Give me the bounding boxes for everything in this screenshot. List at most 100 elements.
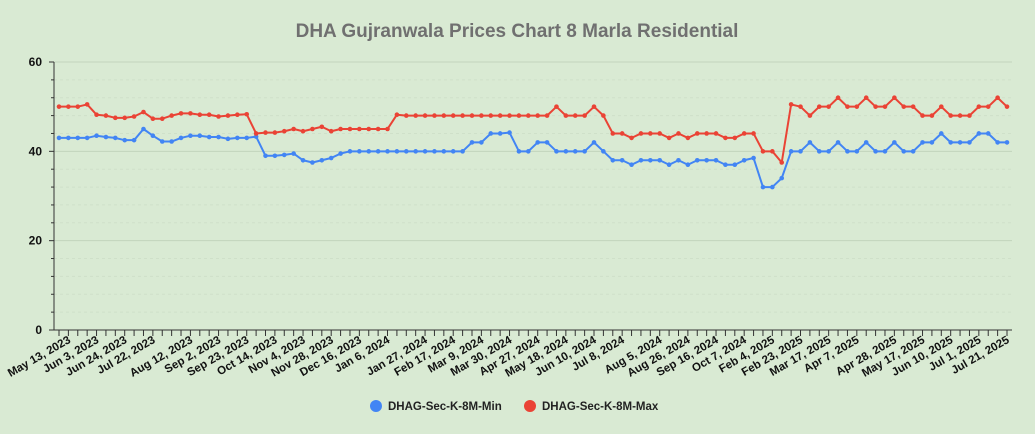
data-point[interactable]: [657, 131, 663, 136]
legend-item-min[interactable]: DHAG-Sec-K-8M-Min: [370, 400, 502, 413]
data-point[interactable]: [150, 133, 156, 138]
data-point[interactable]: [507, 113, 512, 118]
data-point[interactable]: [141, 126, 146, 132]
data-point[interactable]: [244, 135, 250, 141]
data-point[interactable]: [910, 104, 916, 109]
data-point[interactable]: [816, 149, 822, 154]
data-point[interactable]: [863, 95, 869, 101]
data-point[interactable]: [131, 114, 137, 119]
data-point[interactable]: [413, 149, 418, 154]
data-point[interactable]: [469, 113, 475, 118]
data-point[interactable]: [197, 112, 203, 118]
data-point[interactable]: [263, 153, 268, 159]
data-point[interactable]: [328, 155, 334, 161]
data-point[interactable]: [948, 140, 953, 145]
data-point[interactable]: [779, 175, 785, 181]
data-point[interactable]: [723, 162, 728, 168]
data-point[interactable]: [816, 104, 822, 109]
data-point[interactable]: [807, 140, 813, 145]
data-point[interactable]: [685, 135, 691, 141]
data-point[interactable]: [554, 149, 559, 154]
data-point[interactable]: [450, 113, 456, 118]
data-point[interactable]: [873, 104, 878, 109]
data-point[interactable]: [366, 126, 372, 132]
data-point[interactable]: [929, 113, 935, 118]
data-point[interactable]: [976, 131, 982, 136]
data-point[interactable]: [281, 152, 287, 158]
data-point[interactable]: [347, 149, 353, 154]
data-point[interactable]: [854, 149, 860, 154]
data-point[interactable]: [328, 128, 334, 134]
data-point[interactable]: [479, 140, 484, 145]
data-point[interactable]: [882, 149, 888, 154]
data-point[interactable]: [338, 126, 343, 132]
data-point[interactable]: [892, 95, 897, 101]
data-point[interactable]: [235, 135, 240, 141]
data-point[interactable]: [685, 162, 691, 168]
data-point[interactable]: [385, 149, 390, 154]
data-point[interactable]: [103, 134, 109, 140]
data-point[interactable]: [497, 131, 503, 136]
data-point[interactable]: [967, 113, 972, 118]
data-point[interactable]: [235, 112, 240, 118]
data-point[interactable]: [1004, 140, 1010, 145]
data-point[interactable]: [75, 104, 81, 109]
data-point[interactable]: [826, 149, 831, 154]
data-point[interactable]: [751, 155, 756, 161]
data-point[interactable]: [310, 160, 315, 165]
data-point[interactable]: [676, 157, 681, 163]
data-point[interactable]: [460, 149, 465, 154]
data-point[interactable]: [281, 128, 287, 134]
data-point[interactable]: [178, 135, 184, 141]
data-point[interactable]: [75, 135, 81, 141]
data-point[interactable]: [760, 184, 766, 190]
data-point[interactable]: [572, 113, 578, 118]
data-point[interactable]: [169, 139, 174, 144]
data-point[interactable]: [403, 149, 409, 154]
data-point[interactable]: [516, 113, 522, 118]
data-point[interactable]: [967, 140, 972, 145]
data-point[interactable]: [657, 157, 663, 163]
data-point[interactable]: [206, 134, 212, 140]
data-point[interactable]: [920, 113, 925, 118]
data-point[interactable]: [920, 140, 925, 145]
legend-item-max[interactable]: DHAG-Sec-K-8M-Max: [524, 400, 659, 413]
data-point[interactable]: [779, 160, 785, 165]
data-point[interactable]: [610, 157, 616, 163]
data-point[interactable]: [263, 130, 268, 135]
data-point[interactable]: [892, 140, 897, 145]
data-point[interactable]: [704, 157, 709, 163]
data-point[interactable]: [732, 162, 738, 168]
data-point[interactable]: [441, 149, 447, 154]
data-point[interactable]: [863, 140, 869, 145]
data-point[interactable]: [741, 131, 747, 136]
data-point[interactable]: [206, 112, 212, 118]
data-point[interactable]: [319, 124, 325, 130]
data-point[interactable]: [835, 95, 841, 101]
data-point[interactable]: [723, 135, 728, 141]
data-point[interactable]: [291, 151, 296, 156]
data-point[interactable]: [272, 130, 278, 135]
data-point[interactable]: [84, 135, 90, 141]
data-point[interactable]: [572, 149, 578, 154]
data-point[interactable]: [648, 157, 653, 163]
data-point[interactable]: [854, 104, 860, 109]
data-point[interactable]: [582, 149, 587, 154]
data-point[interactable]: [694, 157, 700, 163]
data-point[interactable]: [985, 131, 991, 136]
data-point[interactable]: [122, 115, 128, 121]
data-point[interactable]: [544, 113, 550, 118]
data-point[interactable]: [497, 113, 503, 118]
data-point[interactable]: [122, 137, 128, 143]
data-point[interactable]: [432, 149, 437, 154]
data-point[interactable]: [300, 157, 306, 163]
data-point[interactable]: [460, 113, 465, 118]
data-point[interactable]: [422, 149, 428, 154]
data-point[interactable]: [948, 113, 953, 118]
data-point[interactable]: [216, 134, 221, 140]
data-point[interactable]: [901, 104, 907, 109]
data-point[interactable]: [704, 131, 709, 136]
data-point[interactable]: [619, 157, 625, 163]
data-point[interactable]: [591, 104, 597, 109]
data-point[interactable]: [845, 104, 850, 109]
